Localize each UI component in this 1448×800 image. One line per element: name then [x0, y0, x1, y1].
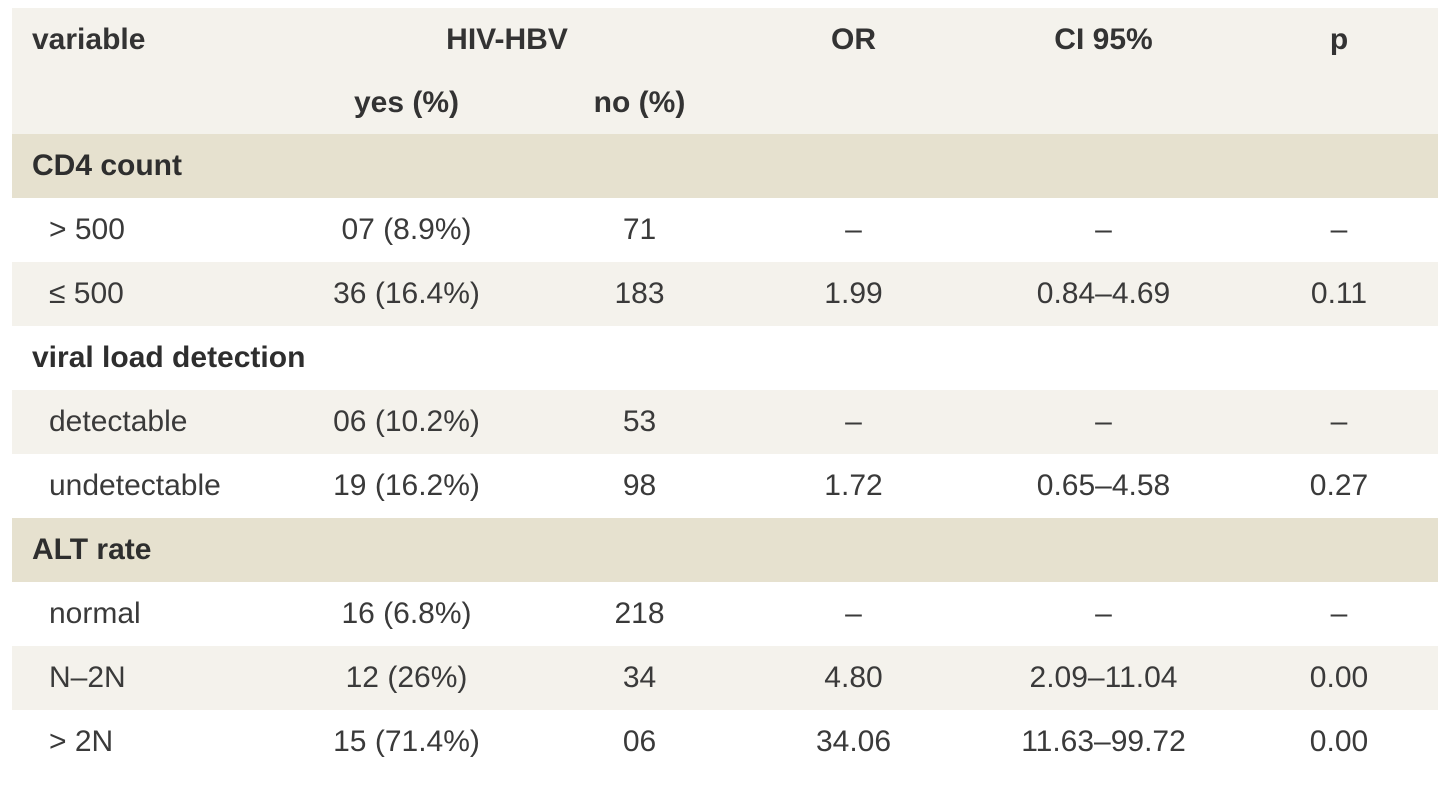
cell-p: 0.00: [1240, 646, 1438, 710]
row-label: N–2N: [12, 646, 274, 710]
cell-p: –: [1240, 582, 1438, 646]
cell-ci: –: [967, 390, 1240, 454]
table-row: undetectable 19 (16.2%) 98 1.72 0.65–4.5…: [12, 454, 1438, 518]
row-label: normal: [12, 582, 274, 646]
header-yes: yes (%): [274, 72, 539, 134]
odds-ratio-table: variable HIV-HBV OR CI 95% p yes (%) no …: [12, 8, 1438, 774]
header-row-2: yes (%) no (%): [12, 72, 1438, 134]
cell-no: 53: [539, 390, 740, 454]
row-label: > 2N: [12, 710, 274, 774]
section-header-row: CD4 count: [12, 134, 1438, 198]
cell-yes: 12 (26%): [274, 646, 539, 710]
cell-no: 06: [539, 710, 740, 774]
cell-ci: 0.65–4.58: [967, 454, 1240, 518]
odds-ratio-table-container: variable HIV-HBV OR CI 95% p yes (%) no …: [12, 8, 1438, 774]
section-title: CD4 count: [12, 134, 1438, 198]
cell-yes: 06 (10.2%): [274, 390, 539, 454]
cell-yes: 19 (16.2%): [274, 454, 539, 518]
section-title: viral load detection: [12, 326, 1438, 390]
section-title: ALT rate: [12, 518, 1438, 582]
header-empty-p: [1240, 72, 1438, 134]
row-label: undetectable: [12, 454, 274, 518]
header-row-1: variable HIV-HBV OR CI 95% p: [12, 8, 1438, 72]
cell-p: 0.11: [1240, 262, 1438, 326]
row-label: ≤ 500: [12, 262, 274, 326]
cell-p: 0.00: [1240, 710, 1438, 774]
row-label: detectable: [12, 390, 274, 454]
header-p: p: [1240, 8, 1438, 72]
cell-yes: 36 (16.4%): [274, 262, 539, 326]
cell-p: 0.27: [1240, 454, 1438, 518]
cell-yes: 16 (6.8%): [274, 582, 539, 646]
cell-or: –: [740, 582, 967, 646]
cell-no: 98: [539, 454, 740, 518]
cell-or: 1.72: [740, 454, 967, 518]
cell-no: 218: [539, 582, 740, 646]
cell-no: 34: [539, 646, 740, 710]
table-row: ≤ 500 36 (16.4%) 183 1.99 0.84–4.69 0.11: [12, 262, 1438, 326]
table-row: > 2N 15 (71.4%) 06 34.06 11.63–99.72 0.0…: [12, 710, 1438, 774]
section-header-row: viral load detection: [12, 326, 1438, 390]
cell-no: 71: [539, 198, 740, 262]
table-row: normal 16 (6.8%) 218 – – –: [12, 582, 1438, 646]
header-or: OR: [740, 8, 967, 72]
cell-or: 1.99: [740, 262, 967, 326]
cell-ci: –: [967, 198, 1240, 262]
cell-or: 4.80: [740, 646, 967, 710]
table-row: detectable 06 (10.2%) 53 – – –: [12, 390, 1438, 454]
cell-ci: –: [967, 582, 1240, 646]
header-hiv-hbv: HIV-HBV: [274, 8, 740, 72]
table-row: > 500 07 (8.9%) 71 – – –: [12, 198, 1438, 262]
cell-p: –: [1240, 390, 1438, 454]
row-label: > 500: [12, 198, 274, 262]
cell-no: 183: [539, 262, 740, 326]
cell-or: –: [740, 198, 967, 262]
section-header-row: ALT rate: [12, 518, 1438, 582]
cell-ci: 2.09–11.04: [967, 646, 1240, 710]
table-row: N–2N 12 (26%) 34 4.80 2.09–11.04 0.00: [12, 646, 1438, 710]
header-variable: variable: [12, 8, 274, 72]
cell-or: –: [740, 390, 967, 454]
cell-p: –: [1240, 198, 1438, 262]
header-empty-ci: [967, 72, 1240, 134]
header-no: no (%): [539, 72, 740, 134]
cell-ci: 11.63–99.72: [967, 710, 1240, 774]
header-empty-or: [740, 72, 967, 134]
header-ci: CI 95%: [967, 8, 1240, 72]
cell-or: 34.06: [740, 710, 967, 774]
header-empty: [12, 72, 274, 134]
cell-ci: 0.84–4.69: [967, 262, 1240, 326]
cell-yes: 15 (71.4%): [274, 710, 539, 774]
cell-yes: 07 (8.9%): [274, 198, 539, 262]
